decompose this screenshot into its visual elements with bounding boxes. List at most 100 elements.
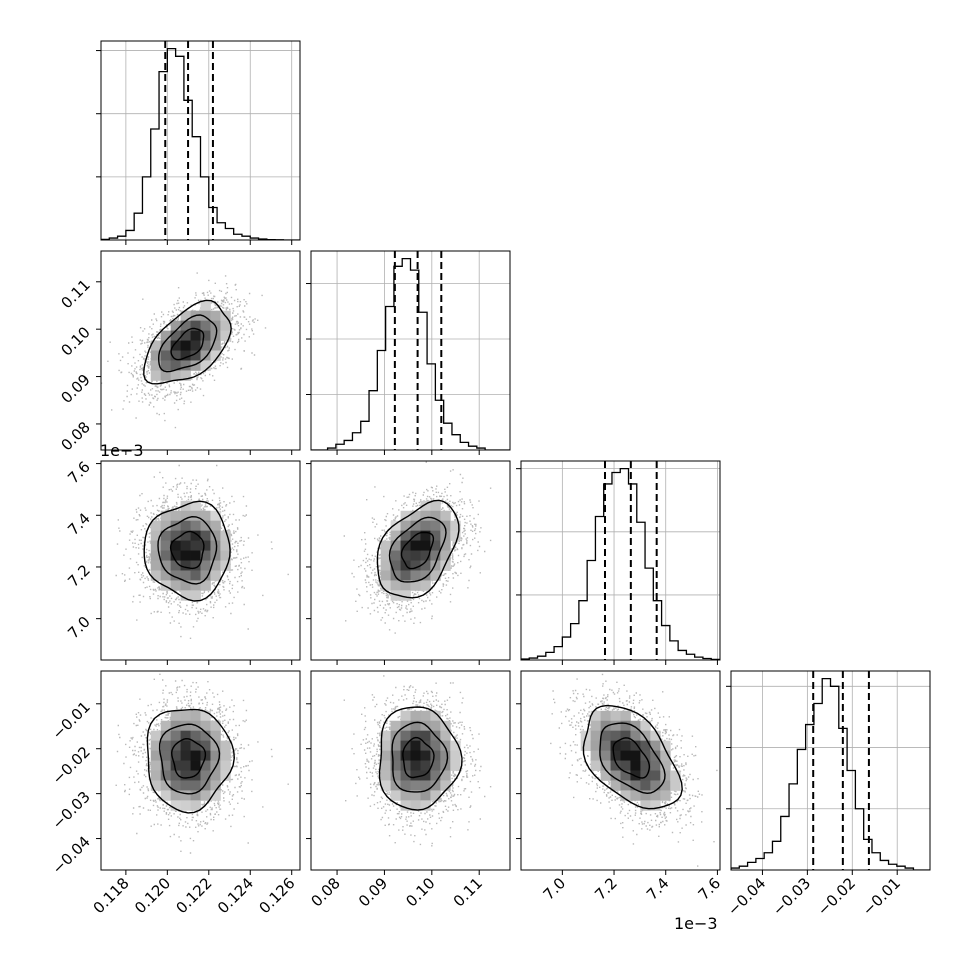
density-cell-4-8-8 — [180, 330, 191, 341]
density-cell-8-11-12 — [420, 790, 431, 801]
density-cell-9-13-10 — [650, 770, 661, 781]
density-cell-6-12-10 — [430, 560, 441, 571]
density-cell-8-14-7 — [450, 740, 461, 751]
density-9-frame — [520, 670, 721, 871]
density-cell-8-14-9 — [450, 760, 461, 771]
density-cell-9-8-10 — [600, 770, 611, 781]
contour-6-1 — [388, 516, 447, 583]
density-cell-4-5-10 — [150, 350, 162, 361]
density-inner-9 — [550, 673, 718, 867]
density-cell-8-13-11 — [440, 780, 451, 791]
density-cell-8-10-5 — [410, 720, 421, 732]
density-cell-5-8-11 — [180, 570, 191, 581]
scatter-5 — [115, 464, 289, 639]
density-cell-7-10-4 — [200, 710, 211, 722]
density-cell-9-9-9 — [610, 760, 621, 771]
density-cell-5-7-11 — [170, 570, 181, 581]
density-cell-6-13-10 — [440, 560, 451, 571]
density-cell-7-10-10 — [200, 770, 211, 781]
density-panel-0-1 — [96, 250, 301, 455]
density-cell-5-9-6 — [190, 520, 201, 532]
density-cell-7-8-8 — [180, 750, 191, 761]
density-cell-7-5-8 — [150, 750, 162, 761]
row-2-ylabel-1: 7.2 — [64, 561, 94, 591]
density-cell-6-8-8 — [390, 540, 401, 551]
density-cell-7-12-8 — [220, 750, 231, 761]
density-cell-7-7-12 — [170, 790, 181, 801]
hist-panel-2 — [516, 460, 721, 665]
density-inner-5 — [115, 464, 289, 639]
density-cell-9-7-8 — [590, 750, 601, 761]
density-cell-8-13-8 — [440, 750, 451, 761]
density-cell-4-9-11 — [190, 360, 201, 371]
density-cell-4-7-8 — [170, 330, 181, 341]
contour-4-1 — [157, 314, 218, 373]
density-cell-6-11-11 — [420, 570, 431, 581]
col-0-xlabel-0: 0.118 — [90, 874, 133, 917]
density-inner-8 — [343, 675, 492, 847]
density-cell-8-7-10 — [380, 770, 391, 781]
density-cell-5-7-7 — [170, 530, 181, 541]
hist-2-frame — [520, 460, 721, 661]
density-cell-9-7-7 — [590, 740, 601, 751]
density-cell-5-10-8 — [200, 540, 211, 551]
row-2-ylabel-3: 7.6 — [64, 458, 94, 488]
density-cell-6-14-7 — [450, 530, 461, 541]
contour-7-1 — [158, 723, 221, 795]
density-cell-5-8-4 — [180, 500, 191, 512]
hist-panel-3 — [726, 670, 931, 875]
density-cell-4-9-10 — [190, 350, 201, 361]
density-cell-5-5-9 — [150, 550, 162, 561]
density-cell-9-10-4 — [620, 710, 631, 722]
density-cell-8-9-4 — [400, 710, 411, 722]
density-cell-7-11-12 — [210, 790, 221, 801]
density-panel-2-3 — [516, 670, 721, 875]
density-cell-7-6-6 — [160, 730, 172, 742]
scatter-9 — [550, 673, 718, 867]
density-cell-8-9-10 — [400, 770, 411, 781]
scatter-4 — [101, 272, 267, 429]
density-cell-5-8-13 — [180, 590, 191, 601]
density-cell-5-7-5 — [170, 510, 181, 522]
density-cell-7-8-6 — [180, 730, 191, 742]
density-cell-6-10-11 — [410, 570, 421, 581]
density-cell-9-8-7 — [600, 740, 611, 751]
density-cell-9-7-5 — [590, 720, 601, 732]
density-inner-4 — [101, 272, 267, 429]
density-8-frame — [310, 670, 511, 871]
density-cell-6-12-7 — [430, 530, 441, 541]
density-cell-5-11-8 — [210, 540, 221, 551]
density-cell-6-9-13 — [400, 590, 411, 601]
density-cell-9-15-10 — [670, 770, 681, 781]
density-cell-6-11-12 — [420, 580, 431, 591]
density-cell-8-9-11 — [400, 780, 411, 791]
density-cell-5-7-8 — [170, 540, 181, 551]
density-cell-6-7-11 — [380, 570, 391, 581]
hist-step-0 — [101, 48, 300, 240]
row-2-ylabel-2: 7.4 — [64, 509, 94, 539]
density-cell-9-13-13 — [650, 800, 661, 811]
row-3-ylabel-2: −0.02 — [49, 743, 94, 788]
density-cell-5-6-9 — [160, 550, 172, 561]
density-cell-9-12-9 — [640, 760, 651, 771]
density-cell-5-12-7 — [220, 530, 231, 541]
density-cell-8-10-12 — [410, 790, 421, 801]
density-cell-6-8-12 — [390, 580, 401, 591]
density-cell-9-13-9 — [650, 760, 661, 771]
density-cell-4-7-12 — [170, 370, 181, 381]
density-cell-8-12-12 — [430, 790, 441, 801]
density-cell-8-8-5 — [390, 720, 401, 732]
density-cell-7-5-7 — [150, 740, 162, 751]
density-cell-7-12-10 — [220, 770, 231, 781]
density-cell-9-8-5 — [600, 720, 611, 732]
density-cell-9-11-9 — [630, 760, 641, 771]
density-cell-7-5-10 — [150, 770, 162, 781]
density-cell-5-7-9 — [170, 550, 181, 561]
col-0-xlabel-3: 0.124 — [214, 874, 257, 917]
density-cell-9-9-7 — [610, 740, 621, 751]
density-cell-4-10-5 — [200, 300, 211, 312]
density-cell-4-11-6 — [210, 310, 221, 322]
col-1-xlabel-2: 0.10 — [402, 874, 438, 910]
density-cell-6-12-6 — [430, 520, 441, 532]
